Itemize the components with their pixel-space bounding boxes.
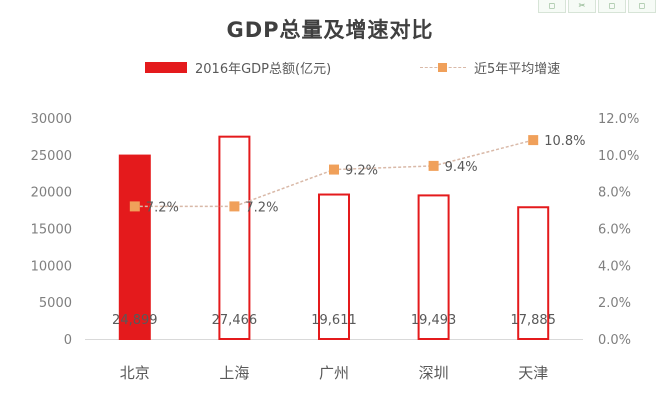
- chart-title: GDP总量及增速对比: [226, 18, 434, 42]
- y-right-tick-label: 2.0%: [598, 296, 631, 311]
- growth-marker: [528, 135, 539, 146]
- bar-data-label: 19,493: [411, 313, 457, 328]
- y-right-tick-label: 6.0%: [598, 223, 631, 238]
- legend-bar-label: 2016年GDP总额(亿元): [195, 62, 332, 77]
- legend-bar-swatch: [145, 62, 187, 73]
- y-left-tick-label: 10000: [31, 259, 72, 274]
- x-category-label: 广州: [319, 364, 349, 382]
- y-left-tick-label: 20000: [31, 186, 72, 201]
- y-left-tick-label: 25000: [31, 149, 72, 164]
- toolbar-button[interactable]: ✂: [568, 0, 596, 13]
- y-left-tick-label: 5000: [39, 296, 72, 311]
- chart-legend: 2016年GDP总额(亿元) 近5年平均增速: [0, 58, 660, 82]
- y-right-tick-label: 12.0%: [598, 112, 639, 127]
- bar-data-label: 24,899: [112, 313, 158, 328]
- bar: [318, 193, 350, 340]
- growth-marker: [229, 201, 240, 212]
- y-left-tick-label: 30000: [31, 112, 72, 127]
- toolbar: ◻ ✂ ◻ ◻: [538, 0, 656, 13]
- growth-data-label: 7.2%: [146, 200, 179, 215]
- x-category-label: 深圳: [419, 364, 449, 382]
- toolbar-button[interactable]: ◻: [538, 0, 566, 13]
- bar: [218, 135, 251, 340]
- y-right-tick-label: 8.0%: [598, 186, 631, 201]
- toolbar-button[interactable]: ◻: [598, 0, 626, 13]
- toolbar-button[interactable]: ◻: [628, 0, 656, 13]
- growth-data-label: 10.8%: [544, 134, 585, 149]
- bar-data-label: 19,611: [311, 313, 357, 328]
- x-category-label: 天津: [518, 364, 548, 382]
- y-right-tick-label: 0.0%: [598, 333, 631, 348]
- legend-item-line: 近5年平均增速: [420, 58, 560, 77]
- x-category-label: 北京: [120, 364, 150, 382]
- growth-marker: [329, 164, 339, 175]
- y-right-tick-label: 4.0%: [598, 259, 631, 274]
- bar: [517, 206, 550, 340]
- legend-item-bar: 2016年GDP总额(亿元): [145, 58, 331, 77]
- bar: [118, 154, 151, 340]
- growth-marker: [129, 201, 140, 212]
- y-left-tick-label: 0: [64, 333, 72, 348]
- legend-line-label: 近5年平均增速: [474, 62, 561, 77]
- growth-marker: [428, 160, 439, 171]
- legend-line-swatch: [420, 62, 466, 73]
- bar-data-label: 27,466: [212, 313, 258, 328]
- growth-data-label: 9.4%: [445, 160, 478, 175]
- bar-data-label: 17,885: [510, 313, 556, 328]
- bar: [417, 194, 450, 340]
- growth-data-label: 7.2%: [245, 200, 278, 215]
- x-category-label: 上海: [219, 364, 249, 382]
- growth-data-label: 9.2%: [345, 164, 378, 179]
- y-right-tick-label: 10.0%: [598, 149, 639, 164]
- y-left-tick-label: 15000: [31, 223, 72, 238]
